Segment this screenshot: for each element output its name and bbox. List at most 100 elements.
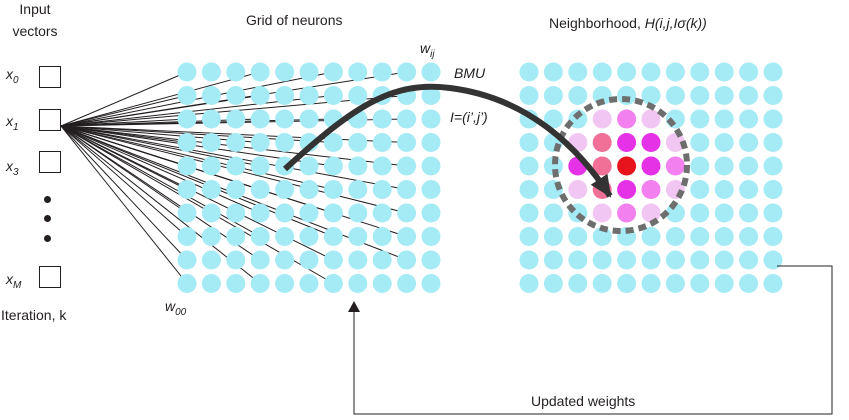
neuron — [250, 109, 270, 129]
neuron — [275, 86, 295, 105]
neuron — [641, 250, 661, 270]
neuron — [690, 109, 710, 129]
neighbor-neuron — [641, 109, 661, 129]
neuron — [348, 62, 368, 82]
neuron — [372, 156, 392, 176]
neuron — [226, 86, 246, 105]
xM-subscript: M — [13, 279, 22, 291]
neuron — [617, 250, 637, 270]
neighbor-neuron — [568, 180, 588, 199]
weight-connection-line — [60, 125, 188, 237]
neuron — [665, 227, 685, 246]
neuron — [275, 250, 295, 270]
neuron — [739, 62, 759, 82]
neuron — [641, 62, 661, 82]
neuron — [397, 250, 417, 270]
neuron — [226, 133, 246, 152]
neuron — [323, 250, 343, 270]
neuron — [177, 227, 197, 246]
weight-label-w00: w00 — [165, 298, 186, 319]
neuron — [714, 227, 734, 246]
neuron — [299, 227, 319, 246]
neuron — [348, 250, 368, 270]
weight-connection-line — [60, 71, 334, 127]
neuron — [543, 274, 563, 293]
neuron — [177, 250, 197, 270]
neuron — [348, 180, 368, 199]
weight-connection-line — [60, 125, 188, 261]
neuron — [763, 133, 783, 152]
weight-connection-line — [60, 125, 334, 190]
ellipsis-dot-1 — [44, 196, 51, 203]
bmu-curved-arrow-icon — [282, 83, 613, 198]
neuron — [201, 274, 221, 293]
neuron — [323, 133, 343, 152]
weight-connection-line — [60, 125, 188, 284]
weight-connection-line — [60, 125, 261, 167]
neuron — [421, 274, 441, 293]
neuron — [763, 62, 783, 82]
wij-subscript: ij — [430, 48, 435, 60]
neuron — [739, 133, 759, 152]
input-title-line2: vectors — [12, 22, 58, 39]
neuron — [543, 250, 563, 270]
bmu-label: BMU — [454, 65, 486, 81]
neuron — [568, 274, 588, 293]
neuron — [397, 133, 417, 152]
neuron — [323, 274, 343, 293]
neighbor-neuron — [641, 180, 661, 199]
neuron — [226, 109, 246, 129]
weight-connection-line — [60, 125, 261, 237]
neuron — [739, 203, 759, 223]
neighbor-neuron — [641, 133, 661, 152]
neuron — [372, 62, 392, 82]
neuron — [665, 86, 685, 105]
neuron — [714, 274, 734, 293]
x0-symbol: x — [6, 66, 13, 82]
x3-subscript: 3 — [13, 166, 19, 178]
neuron — [226, 203, 246, 223]
neighborhood-title: Neighborhood, H(i,j,Iσ(k)) — [549, 15, 707, 32]
neuron — [739, 250, 759, 270]
neuron — [421, 86, 441, 105]
neuron — [250, 180, 270, 199]
neighbor-neuron — [592, 156, 612, 176]
neuron — [543, 227, 563, 246]
neuron — [665, 250, 685, 270]
neuron — [617, 86, 637, 105]
neuron — [397, 203, 417, 223]
neuron — [690, 250, 710, 270]
wij-symbol: w — [420, 40, 431, 56]
neighborhood-title-prefix: Neighborhood, — [549, 15, 645, 31]
neighborhood-formula: H(i,j,Iσ(k)) — [644, 15, 707, 31]
neuron — [519, 62, 539, 82]
neuron — [763, 180, 783, 199]
neuron — [323, 156, 343, 176]
neighbor-neuron — [592, 203, 612, 223]
neuron — [348, 133, 368, 152]
neuron — [397, 156, 417, 176]
neuron — [250, 133, 270, 152]
neighbor-neuron — [617, 133, 637, 152]
neuron — [519, 250, 539, 270]
neuron — [250, 203, 270, 223]
neuron — [519, 86, 539, 105]
neuron — [299, 109, 319, 129]
neighbor-neuron — [617, 203, 637, 223]
x0-subscript: 0 — [13, 74, 19, 86]
weight-connection-line — [60, 125, 261, 214]
neuron — [323, 86, 343, 105]
neuron — [519, 203, 539, 223]
neuron — [177, 62, 197, 82]
neuron — [568, 62, 588, 82]
w00-symbol: w — [165, 298, 176, 314]
neuron — [690, 227, 710, 246]
neuron — [250, 274, 270, 293]
neuron — [690, 203, 710, 223]
neighborhood-grid — [519, 62, 783, 293]
neuron — [250, 62, 270, 82]
neuron — [739, 86, 759, 105]
bmu-neuron — [617, 156, 637, 176]
neuron — [177, 133, 197, 152]
neuron — [250, 227, 270, 246]
